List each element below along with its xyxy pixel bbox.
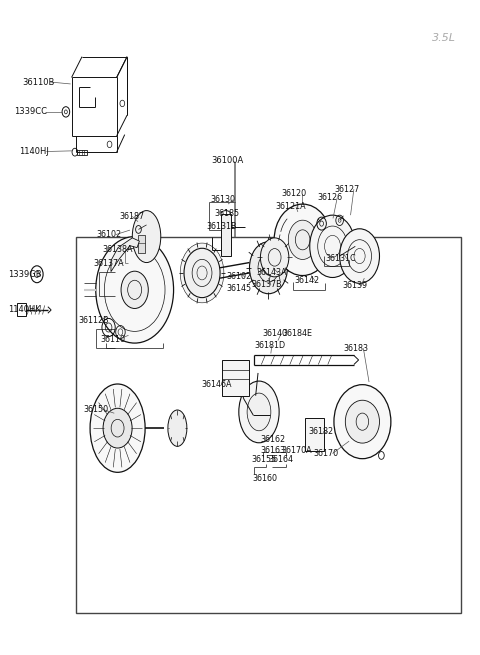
Text: 36112B: 36112B — [79, 316, 109, 325]
Ellipse shape — [274, 204, 331, 276]
Text: 36139: 36139 — [342, 282, 367, 290]
Ellipse shape — [247, 393, 271, 431]
Text: 36181D: 36181D — [254, 341, 285, 350]
Text: 36120: 36120 — [282, 189, 307, 198]
Text: 36184E: 36184E — [283, 329, 312, 338]
Text: 36163: 36163 — [261, 446, 286, 455]
Text: 36160: 36160 — [253, 474, 278, 483]
Circle shape — [184, 248, 220, 297]
Bar — [17, 303, 25, 316]
Text: 36138A: 36138A — [102, 245, 133, 254]
Text: 36162: 36162 — [261, 436, 286, 444]
Text: 1339CC: 1339CC — [14, 107, 47, 117]
Circle shape — [180, 243, 224, 303]
Text: 36130: 36130 — [211, 195, 236, 204]
Bar — [77, 149, 87, 155]
Circle shape — [96, 236, 174, 343]
Bar — [76, 236, 461, 613]
Bar — [222, 360, 249, 396]
Text: 36126: 36126 — [317, 193, 342, 202]
Text: 36140: 36140 — [262, 329, 288, 338]
Ellipse shape — [132, 211, 161, 263]
Circle shape — [103, 408, 132, 448]
Text: 36145: 36145 — [227, 284, 252, 293]
Text: 1140HJ: 1140HJ — [19, 147, 49, 156]
Text: 36150: 36150 — [84, 405, 108, 414]
Text: 36131B: 36131B — [207, 222, 237, 231]
Text: 1140HK: 1140HK — [9, 305, 41, 314]
Text: 36131C: 36131C — [325, 254, 356, 263]
Text: 36137A: 36137A — [94, 259, 124, 269]
Text: 36102: 36102 — [96, 230, 122, 239]
Circle shape — [261, 238, 289, 277]
Circle shape — [340, 229, 380, 284]
Bar — [138, 234, 145, 253]
Bar — [221, 214, 230, 256]
Ellipse shape — [334, 384, 391, 458]
Text: 36127: 36127 — [335, 185, 360, 194]
Text: 36102: 36102 — [227, 272, 252, 282]
Text: 36142: 36142 — [295, 276, 320, 285]
Circle shape — [288, 220, 317, 259]
Ellipse shape — [345, 400, 380, 443]
Text: 36100A: 36100A — [212, 156, 244, 165]
Circle shape — [250, 242, 288, 293]
Text: 36183: 36183 — [343, 344, 369, 353]
Ellipse shape — [168, 410, 187, 446]
Text: 36187: 36187 — [119, 212, 144, 221]
Text: 36164: 36164 — [268, 455, 293, 464]
Polygon shape — [111, 238, 139, 272]
Text: 36110B: 36110B — [23, 77, 55, 86]
Text: 36146A: 36146A — [201, 380, 231, 389]
Circle shape — [310, 215, 355, 278]
Bar — [304, 419, 324, 451]
Text: 36155: 36155 — [252, 455, 276, 464]
Text: 3.5L: 3.5L — [432, 33, 456, 43]
Circle shape — [121, 271, 148, 309]
Text: 36110: 36110 — [100, 335, 125, 344]
Text: 36185: 36185 — [215, 209, 240, 217]
Ellipse shape — [239, 381, 279, 443]
Ellipse shape — [90, 384, 145, 472]
Text: 36170: 36170 — [313, 449, 339, 458]
Text: 36143A: 36143A — [257, 269, 287, 278]
Text: 36137B: 36137B — [252, 280, 283, 289]
Text: 1339GB: 1339GB — [9, 270, 42, 279]
Text: 36121A: 36121A — [275, 202, 306, 211]
Text: 36182: 36182 — [309, 427, 334, 436]
Text: 36170A: 36170A — [282, 446, 312, 455]
